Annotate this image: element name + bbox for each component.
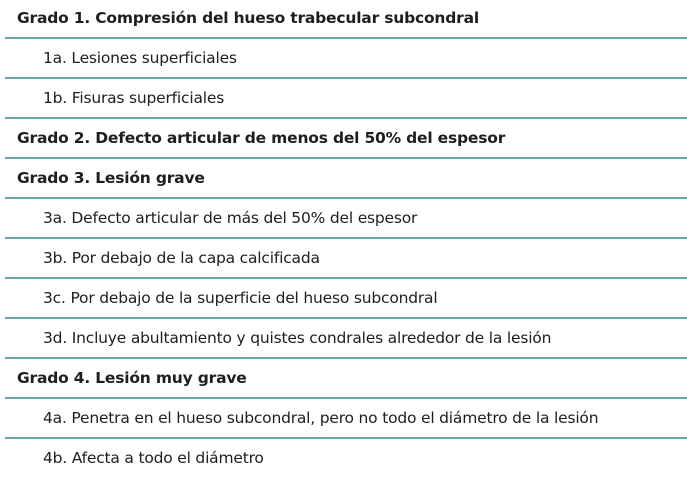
subgrade-row: 3b. Por debajo de la capa calcificada	[5, 239, 687, 279]
grading-table: Grado 1. Compresión del hueso trabecular…	[5, 0, 687, 477]
grade-heading-row: Grado 2. Defecto articular de menos del …	[5, 119, 687, 159]
subgrade-row: 4b. Afecta a todo el diámetro	[5, 439, 687, 477]
subgrade-row: 1a. Lesiones superficiales	[5, 39, 687, 79]
subgrade-row: 4a. Penetra en el hueso subcondral, pero…	[5, 399, 687, 439]
row-text: 3d. Incluye abultamiento y quistes condr…	[43, 329, 552, 347]
row-text: 3a. Defecto articular de más del 50% del…	[43, 209, 418, 227]
grade-heading-row: Grado 4. Lesión muy grave	[5, 359, 687, 399]
row-text: Grado 3. Lesión grave	[17, 169, 205, 187]
grade-heading-row: Grado 3. Lesión grave	[5, 159, 687, 199]
subgrade-row: 1b. Fisuras superficiales	[5, 79, 687, 119]
subgrade-row: 3a. Defecto articular de más del 50% del…	[5, 199, 687, 239]
row-text: Grado 2. Defecto articular de menos del …	[17, 129, 506, 147]
row-text: 4a. Penetra en el hueso subcondral, pero…	[43, 409, 599, 427]
row-text: 3c. Por debajo de la superficie del hues…	[43, 289, 438, 307]
row-text: 3b. Por debajo de la capa calcificada	[43, 249, 320, 267]
subgrade-row: 3c. Por debajo de la superficie del hues…	[5, 279, 687, 319]
row-text: Grado 1. Compresión del hueso trabecular…	[17, 9, 479, 27]
subgrade-row: 3d. Incluye abultamiento y quistes condr…	[5, 319, 687, 359]
row-text: 1a. Lesiones superficiales	[43, 49, 237, 67]
row-text: 1b. Fisuras superficiales	[43, 89, 225, 107]
row-text: 4b. Afecta a todo el diámetro	[43, 449, 264, 467]
row-text: Grado 4. Lesión muy grave	[17, 369, 247, 387]
grade-heading-row: Grado 1. Compresión del hueso trabecular…	[5, 0, 687, 39]
